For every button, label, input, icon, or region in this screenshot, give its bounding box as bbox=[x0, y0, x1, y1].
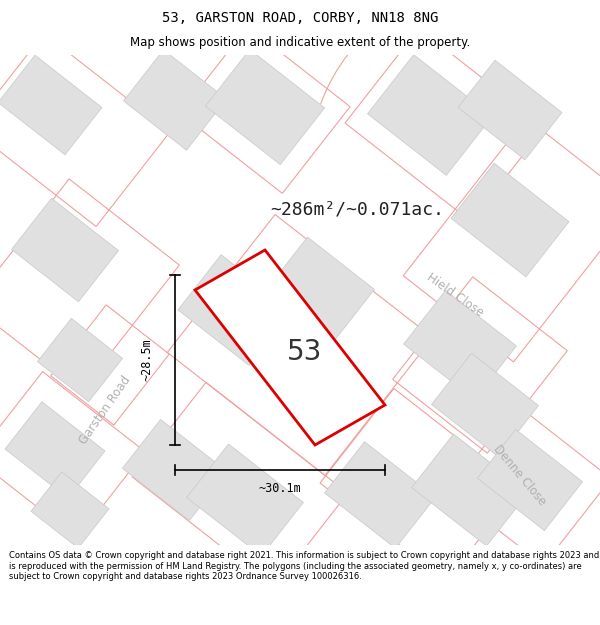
Polygon shape bbox=[178, 255, 292, 365]
Polygon shape bbox=[31, 472, 109, 548]
Polygon shape bbox=[404, 291, 517, 399]
Polygon shape bbox=[122, 419, 227, 521]
Polygon shape bbox=[431, 353, 538, 457]
Polygon shape bbox=[195, 250, 385, 445]
Text: ~286m²/~0.071ac.: ~286m²/~0.071ac. bbox=[270, 201, 444, 219]
Polygon shape bbox=[0, 55, 102, 155]
Text: Map shows position and indicative extent of the property.: Map shows position and indicative extent… bbox=[130, 36, 470, 49]
Polygon shape bbox=[266, 237, 374, 343]
Polygon shape bbox=[478, 429, 583, 531]
Polygon shape bbox=[205, 49, 325, 164]
Polygon shape bbox=[124, 50, 227, 150]
Text: Hield Close: Hield Close bbox=[424, 271, 486, 319]
Polygon shape bbox=[37, 318, 122, 402]
Polygon shape bbox=[451, 163, 569, 277]
Text: Denne Close: Denne Close bbox=[491, 442, 549, 508]
Polygon shape bbox=[412, 434, 529, 546]
Polygon shape bbox=[5, 402, 105, 498]
Text: 53: 53 bbox=[287, 339, 323, 366]
Text: ~28.5m: ~28.5m bbox=[140, 339, 154, 381]
Polygon shape bbox=[458, 60, 562, 160]
Text: Garston Road: Garston Road bbox=[77, 374, 133, 446]
Text: Contains OS data © Crown copyright and database right 2021. This information is : Contains OS data © Crown copyright and d… bbox=[9, 551, 599, 581]
Polygon shape bbox=[325, 442, 436, 548]
Text: 53, GARSTON ROAD, CORBY, NN18 8NG: 53, GARSTON ROAD, CORBY, NN18 8NG bbox=[162, 11, 438, 24]
Polygon shape bbox=[368, 54, 493, 176]
Polygon shape bbox=[11, 198, 118, 302]
Text: ~30.1m: ~30.1m bbox=[259, 481, 301, 494]
Polygon shape bbox=[187, 444, 304, 556]
